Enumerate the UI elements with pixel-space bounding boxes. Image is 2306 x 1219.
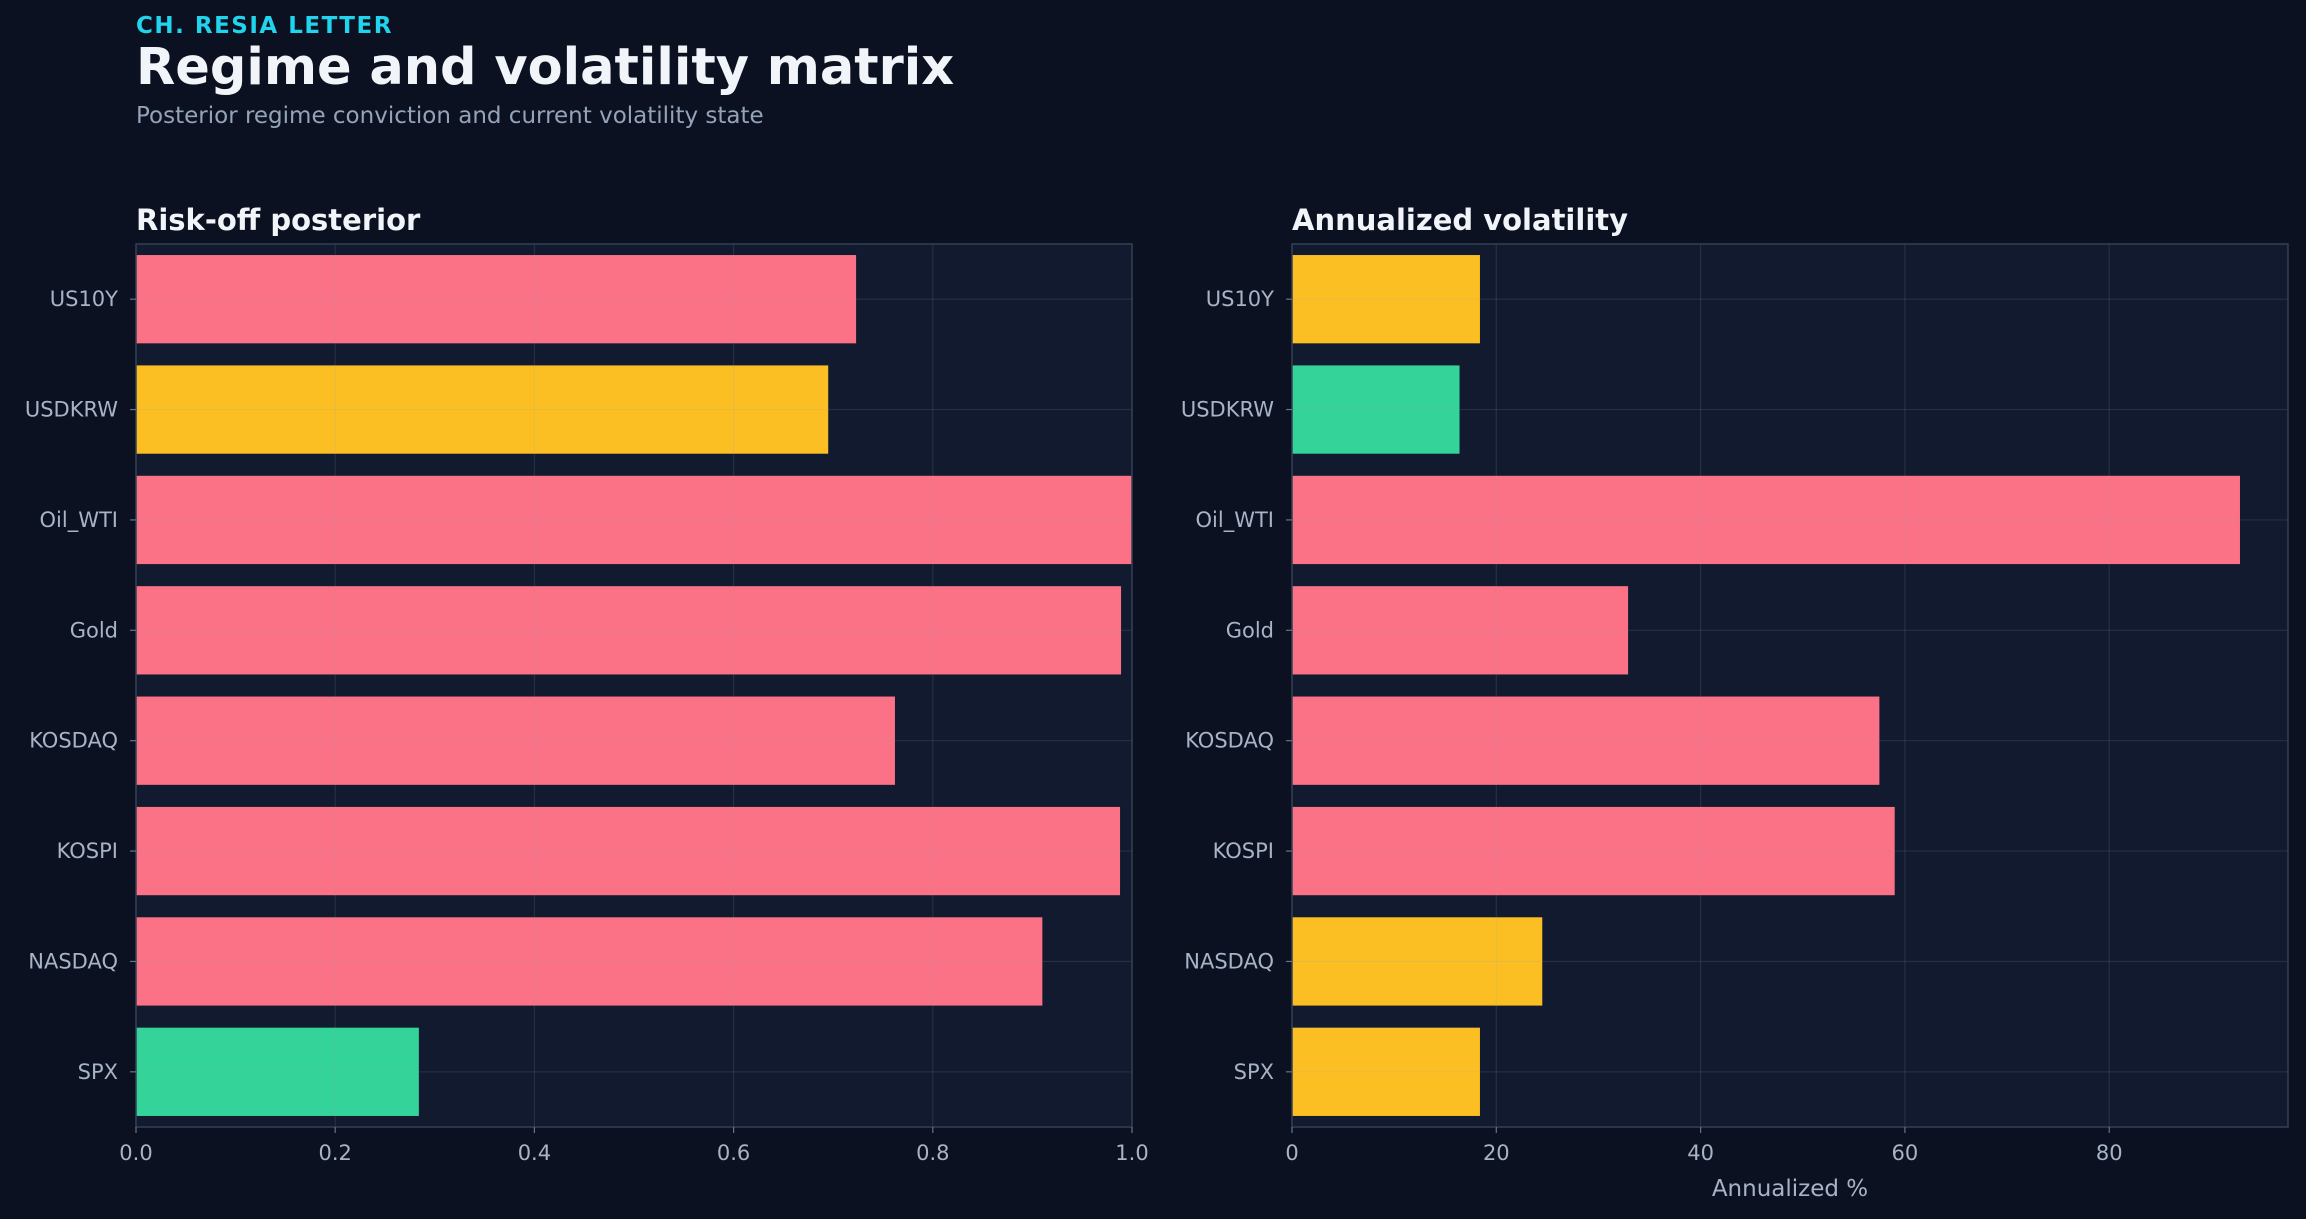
bar-kosdaq bbox=[1292, 696, 1880, 785]
bar-usdkrw bbox=[1292, 365, 1460, 454]
bar-gold bbox=[1292, 586, 1629, 675]
x-tick-label: 0.0 bbox=[119, 1141, 152, 1165]
y-tick-label-spx: SPX bbox=[78, 1060, 118, 1084]
y-tick-label-kosdaq: KOSDAQ bbox=[29, 729, 118, 753]
x-tick-label: 20 bbox=[1483, 1141, 1510, 1165]
y-tick-label-nasdaq: NASDAQ bbox=[1184, 949, 1274, 973]
x-tick-label: 0.8 bbox=[916, 1141, 949, 1165]
bar-nasdaq bbox=[1292, 917, 1543, 1006]
panel-title-2: Annualized volatility bbox=[1292, 203, 1628, 237]
x-tick-label: 60 bbox=[1892, 1141, 1919, 1165]
plot-border bbox=[1291, 243, 2289, 1128]
bar-us10y bbox=[136, 255, 857, 344]
x-tick-label: 0 bbox=[1285, 1141, 1298, 1165]
x-tick-label: 40 bbox=[1687, 1141, 1714, 1165]
x-tick-label: 0.2 bbox=[318, 1141, 351, 1165]
bar-oil-wti bbox=[1292, 475, 2240, 565]
bar-kospi bbox=[136, 806, 1121, 896]
y-tick-label-kospi: KOSPI bbox=[1213, 839, 1274, 863]
bar-kospi bbox=[1292, 806, 1895, 896]
y-tick-label-us10y: US10Y bbox=[1206, 287, 1274, 311]
y-tick-label-us10y: US10Y bbox=[50, 287, 118, 311]
y-tick-label-oil-wti: Oil_WTI bbox=[1196, 508, 1274, 533]
bar-oil-wti bbox=[136, 475, 1132, 565]
y-tick-label-usdkrw: USDKRW bbox=[25, 398, 118, 422]
bar-nasdaq bbox=[136, 917, 1043, 1006]
y-tick-label-oil-wti: Oil_WTI bbox=[40, 508, 118, 533]
y-tick-label-gold: Gold bbox=[1226, 618, 1274, 642]
bar-spx bbox=[136, 1027, 419, 1116]
page-subtitle: Posterior regime conviction and current … bbox=[136, 103, 764, 129]
kicker-label: CH. RESIA LETTER bbox=[136, 13, 393, 39]
bar-us10y bbox=[1292, 255, 1480, 344]
y-tick-label-kospi: KOSPI bbox=[57, 839, 118, 863]
y-tick-label-kosdaq: KOSDAQ bbox=[1185, 729, 1274, 753]
y-tick-label-spx: SPX bbox=[1234, 1060, 1274, 1084]
x-axis-label: Annualized % bbox=[1712, 1176, 1868, 1202]
panel-title-1: Risk-off posterior bbox=[136, 203, 421, 237]
x-tick-label: 0.4 bbox=[518, 1141, 551, 1165]
bar-usdkrw bbox=[136, 365, 829, 454]
y-tick-label-nasdaq: NASDAQ bbox=[28, 949, 118, 973]
x-tick-label: 1.0 bbox=[1115, 1141, 1148, 1165]
y-tick-label-gold: Gold bbox=[70, 618, 118, 642]
bar-spx bbox=[1292, 1027, 1480, 1116]
x-tick-label: 80 bbox=[2096, 1141, 2123, 1165]
panel-2: US10Y USDKRW Oil_WTI Gold KOSDAQ KOSPI NASDAQ S… bbox=[1181, 203, 2289, 1202]
page-title: Regime and volatility matrix bbox=[136, 38, 955, 97]
bar-kosdaq bbox=[136, 696, 895, 785]
y-tick-label-usdkrw: USDKRW bbox=[1181, 398, 1274, 422]
x-tick-label: 0.6 bbox=[717, 1141, 750, 1165]
bar-gold bbox=[136, 586, 1122, 675]
panel-1: US10Y USDKRW Oil_WTI Gold KOSDAQ KOSPI NASDAQ S… bbox=[25, 203, 1149, 1165]
plot-border bbox=[135, 243, 1133, 1128]
